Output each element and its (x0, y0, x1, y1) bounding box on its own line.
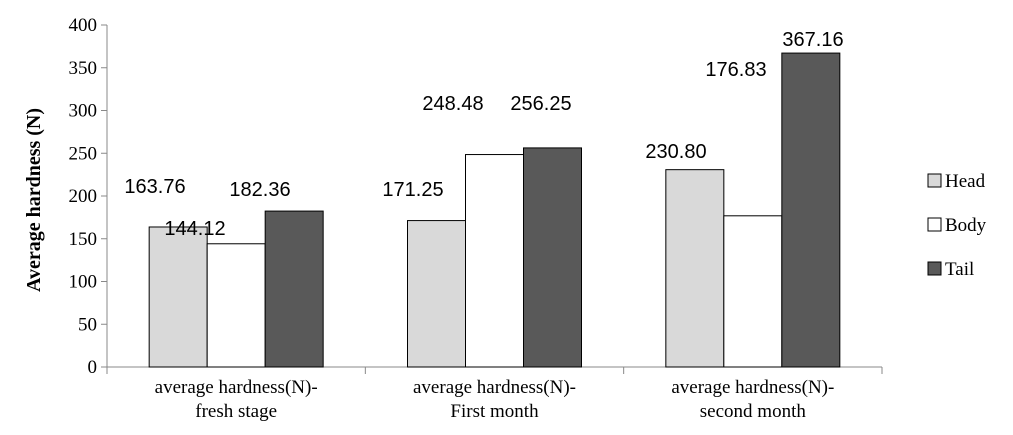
legend: Head Body Tail (927, 171, 987, 280)
bar-head (407, 220, 466, 368)
y-tick-label: 150 (69, 229, 98, 250)
data-label-tail: 182.36 (229, 179, 290, 201)
data-labels: 163.76 171.25 230.80 144.12 248.48 176.83 182.… (124, 29, 843, 240)
bars (148, 52, 841, 368)
data-label-body: 248.48 (422, 93, 483, 115)
legend-label-tail: Tail (945, 259, 974, 280)
bar-body (206, 243, 266, 368)
y-tick-label: 100 (69, 272, 98, 293)
bar-head (148, 226, 208, 368)
bar-head (665, 169, 725, 368)
data-label-head: 171.25 (382, 179, 443, 201)
x-category-label: average hardness(N)-second month (671, 377, 834, 422)
y-tick-label: 350 (69, 58, 98, 79)
legend-swatch-tail (927, 261, 942, 276)
axes: 0 50 100 150 200 250 300 350 400 average hardness… (69, 15, 883, 422)
y-axis-title-group: Average hardness (N) (23, 108, 45, 292)
data-label-head: 163.76 (124, 176, 185, 198)
y-tick-label: 50 (78, 314, 97, 335)
legend-swatch-body (927, 217, 942, 232)
data-label-body: 176.83 (705, 59, 766, 81)
y-tick-label: 250 (69, 143, 98, 164)
y-axis-title: Average hardness (N) (23, 108, 45, 292)
y-tick-label: 400 (69, 15, 98, 36)
x-category-label: average hardness(N)-fresh stage (155, 377, 318, 422)
legend-swatch-head (927, 173, 942, 188)
bar-tail (781, 52, 841, 368)
data-label-tail: 367.16 (782, 29, 843, 51)
bar-body (723, 215, 783, 368)
data-label-body: 144.12 (164, 218, 225, 240)
data-label-head: 230.80 (645, 141, 706, 163)
bar-tail (264, 210, 324, 368)
y-tick-label: 200 (69, 186, 98, 207)
bar-body (465, 154, 524, 368)
y-tick-label: 0 (88, 357, 98, 378)
legend-label-head: Head (945, 171, 986, 192)
data-label-tail: 256.25 (510, 93, 571, 115)
y-tick-label: 300 (69, 101, 98, 122)
bar-tail (523, 147, 582, 368)
legend-label-body: Body (945, 215, 987, 236)
x-category-label: average hardness(N)-First month (413, 377, 576, 422)
